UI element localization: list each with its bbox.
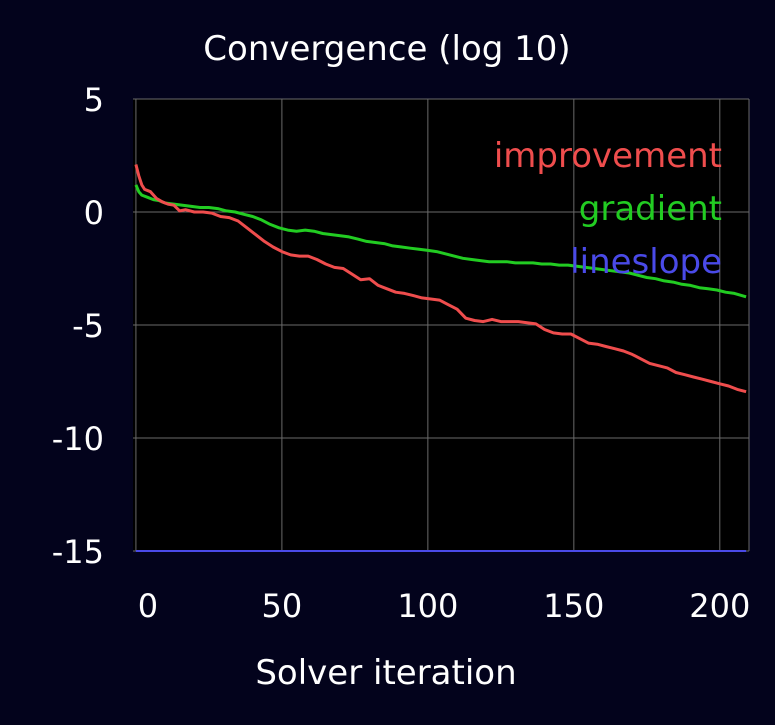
y-tick-label-4: -15 [52, 533, 104, 571]
x-tick-label-2: 100 [397, 587, 458, 625]
series-line-improvement [134, 164, 747, 394]
x-tick-label-3: 150 [543, 587, 604, 625]
x-tick-label-0: 0 [138, 587, 158, 625]
x-axis-label: Solver iteration [255, 653, 516, 693]
series-line-gradient [134, 184, 747, 299]
y-tick-label-2: -5 [72, 307, 104, 345]
chart-title: Convergence (log 10) [203, 29, 570, 69]
y-tick-label-0: 5 [84, 81, 104, 119]
y-tick-label-3: -10 [52, 420, 104, 458]
legend-entry-lineslope: lineslope [570, 242, 722, 282]
x-tick-label-4: 200 [689, 587, 750, 625]
legend-entry-gradient: gradient [579, 189, 722, 229]
legend-entry-improvement: improvement [494, 136, 722, 176]
legend: improvement gradient lineslope [494, 136, 722, 282]
x-tick-label-1: 50 [262, 587, 303, 625]
y-tick-label-1: 0 [84, 194, 104, 232]
series-lines [134, 164, 747, 552]
